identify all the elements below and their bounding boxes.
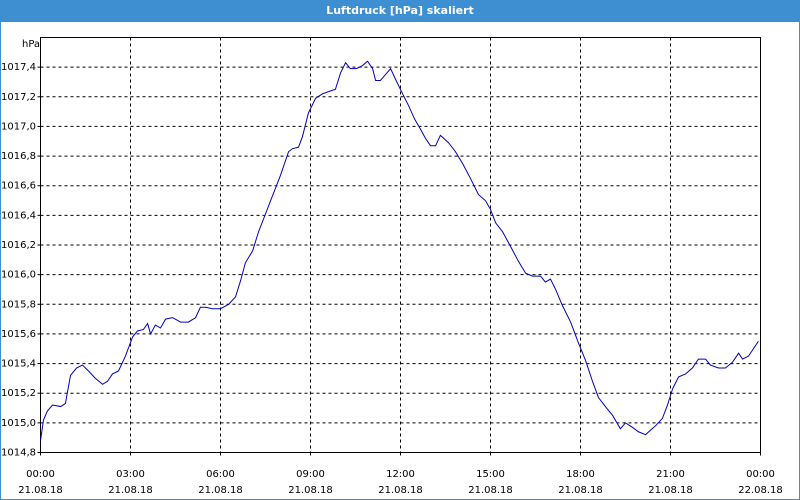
chart-title: Luftdruck [hPa] skaliert [0, 0, 800, 22]
y-tick-label: 1016,6 [1, 181, 36, 192]
y-tick-label: 1016,8 [1, 151, 36, 162]
x-tick-label: 00:00 [746, 469, 775, 480]
y-tick-label: 1015,6 [1, 329, 36, 340]
x-tick-label: 09:00 [296, 469, 325, 480]
x-tick-label: 12:00 [386, 469, 415, 480]
x-tick-label: 03:00 [116, 469, 145, 480]
x-tick-date: 21.08.18 [18, 485, 63, 496]
x-tick-label: 21:00 [656, 469, 685, 480]
x-tick-date: 21.08.18 [468, 485, 513, 496]
x-tick-label: 15:00 [476, 469, 505, 480]
y-tick-label: 1014,8 [1, 448, 36, 459]
x-tick-date: 21.08.18 [378, 485, 423, 496]
x-tick-label: 18:00 [566, 469, 595, 480]
x-tick-label: 06:00 [206, 469, 235, 480]
y-tick-label: 1015,0 [1, 418, 36, 429]
y-axis-label: hPa [22, 39, 40, 50]
x-tick-date: 21.08.18 [288, 485, 333, 496]
y-tick-label: 1017,2 [1, 92, 36, 103]
x-tick-date: 21.08.18 [648, 485, 693, 496]
x-tick-date: 22.08.18 [738, 485, 783, 496]
y-tick-label: 1016,0 [1, 270, 36, 281]
x-tick-label: 00:00 [26, 469, 55, 480]
x-tick-date: 21.08.18 [108, 485, 153, 496]
y-tick-label: 1017,0 [1, 121, 36, 132]
x-tick-date: 21.08.18 [198, 485, 243, 496]
data-line [40, 60, 759, 441]
y-tick-label: 1017,4 [1, 62, 36, 73]
y-tick-label: 1015,4 [1, 359, 36, 370]
y-tick-label: 1016,4 [1, 210, 36, 221]
y-tick-label: 1015,2 [1, 388, 36, 399]
y-tick-label: 1016,2 [1, 240, 36, 251]
x-tick-date: 21.08.18 [558, 485, 603, 496]
y-tick-label: 1015,8 [1, 299, 36, 310]
